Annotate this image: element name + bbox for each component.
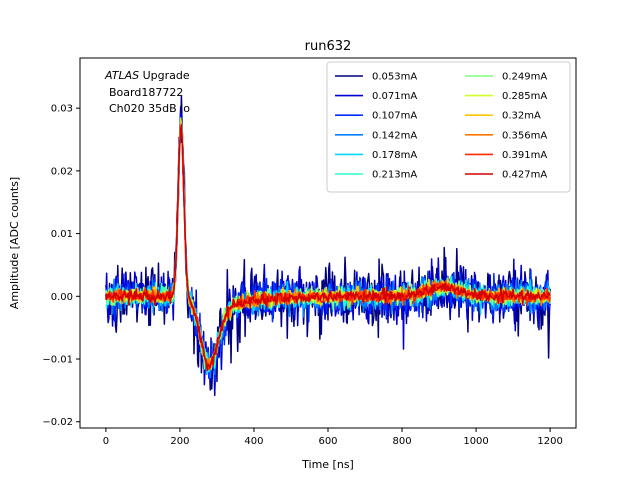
annotation-line-2: Board187722 [109,86,183,99]
legend-item: 0.427mA [465,170,547,181]
x-tick-label: 1000 [463,436,488,447]
x-tick-label: 600 [318,436,337,447]
y-tick-label: −0.02 [42,417,73,428]
legend-label: 0.142mA [372,130,417,141]
legend-item: 0.142mA [335,130,417,141]
x-tick-label: 800 [392,436,411,447]
legend-label: 0.356mA [502,130,547,141]
annotation-atlas: ATLAS [104,69,139,82]
x-tick-label: 1200 [537,436,562,447]
legend-label: 0.107mA [372,111,417,122]
y-tick-label: 0.00 [51,292,73,303]
y-tick-label: 0.03 [51,104,73,115]
legend: 0.053mA 0.071mA 0.107mA 0.142mA 0.178mA 0.213… [326,61,571,193]
x-axis: 0 200 400 600 800 1000 1200 [103,428,563,447]
legend-item: 0.32mA [465,111,541,122]
legend-item: 0.053mA [335,72,417,83]
x-tick-label: 400 [244,436,263,447]
legend-label: 0.178mA [372,150,417,161]
x-tick-label: 0 [103,436,109,447]
atlas-annotation: ATLAS Upgrade Board187722 Ch020 35dB lo [104,69,190,115]
legend-item: 0.356mA [465,130,547,141]
legend-item: 0.249mA [465,72,547,83]
legend-label: 0.053mA [372,72,417,83]
legend-item: 0.071mA [335,91,417,102]
y-axis-label: Amplitude [ADC counts] [8,177,21,309]
x-tick-label: 200 [170,436,189,447]
legend-label: 0.249mA [502,72,547,83]
y-tick-label: 0.02 [51,166,73,177]
y-tick-label: 0.01 [51,229,73,240]
legend-item: 0.285mA [465,91,547,102]
legend-item: 0.178mA [335,150,417,161]
legend-label: 0.213mA [372,170,417,181]
y-axis: −0.02 −0.01 0.00 0.01 0.02 0.03 [42,104,80,428]
legend-box [326,61,571,193]
legend-label: 0.071mA [372,91,417,102]
annotation-line-3: Ch020 35dB lo [109,102,190,115]
chart-title: run632 [305,39,352,54]
y-tick-label: −0.01 [42,355,73,366]
annotation-line-1: ATLAS Upgrade [104,69,190,82]
series-layer [105,95,551,397]
x-axis-label: Time [ns] [301,458,354,471]
series-line-0.427mA [105,123,551,372]
legend-label: 0.32mA [502,111,541,122]
legend-label: 0.391mA [502,150,547,161]
legend-item: 0.213mA [335,170,417,181]
legend-label: 0.427mA [502,170,547,181]
legend-item: 0.391mA [465,150,547,161]
annotation-upgrade: Upgrade [139,69,190,82]
legend-item: 0.107mA [335,111,417,122]
legend-label: 0.285mA [502,91,547,102]
